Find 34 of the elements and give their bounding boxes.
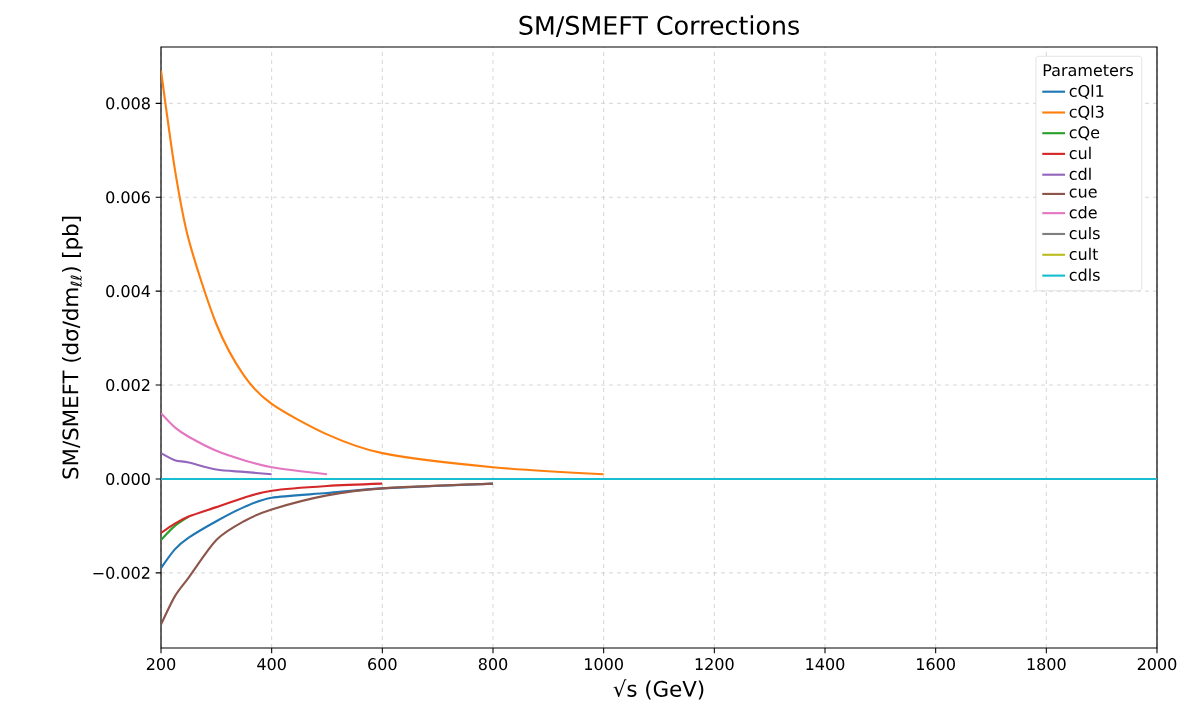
- y-tick-label: 0.004: [106, 285, 151, 298]
- legend-label: culs: [1069, 226, 1100, 240]
- line-series: [161, 482, 384, 535]
- x-tick-label: 1000: [585, 658, 623, 671]
- legend-label: cue: [1069, 188, 1097, 198]
- x-tick-label: 1400: [806, 658, 845, 671]
- y-tick-label: 0.002: [106, 379, 150, 392]
- legend-label: cde: [1069, 206, 1097, 219]
- y-tick-label: 0.006: [106, 191, 150, 204]
- chart-title: SM/SMEFT Corrections: [519, 15, 799, 37]
- line-series: [161, 452, 273, 476]
- x-tick-label: 200: [146, 658, 176, 671]
- legend-label: cQl3: [1069, 105, 1104, 120]
- x-tick-label: 600: [368, 658, 397, 671]
- x-axis-title: √s (GeV): [613, 679, 704, 700]
- line-series: [161, 482, 495, 626]
- legend-label: cQe: [1069, 126, 1100, 141]
- x-tick-label: 800: [478, 658, 508, 671]
- x-tick-label: 1600: [917, 658, 955, 671]
- y-tick-label: 0.008: [106, 97, 150, 110]
- x-tick-label: 400: [257, 658, 286, 671]
- line-series: [161, 412, 329, 476]
- x-tick-label: 1800: [1027, 658, 1066, 671]
- x-tick-label: 2000: [1137, 658, 1177, 671]
- x-tick-label: 1200: [695, 658, 734, 671]
- y-axis-title: SM/SMEFT (dσ/dm$_{ℓℓ}$) [pb]: [61, 216, 83, 479]
- legend-label: cul: [1069, 146, 1091, 160]
- legend-label: cult: [1069, 247, 1099, 261]
- y-tick-label: 0.000: [106, 472, 150, 486]
- legend-label: cdl: [1069, 167, 1091, 181]
- y-tick-label: −0.002: [93, 566, 150, 579]
- legend-label: cQl1: [1069, 84, 1104, 99]
- legend-label: cdls: [1069, 268, 1100, 281]
- legend-title: Parameters: [1043, 64, 1134, 77]
